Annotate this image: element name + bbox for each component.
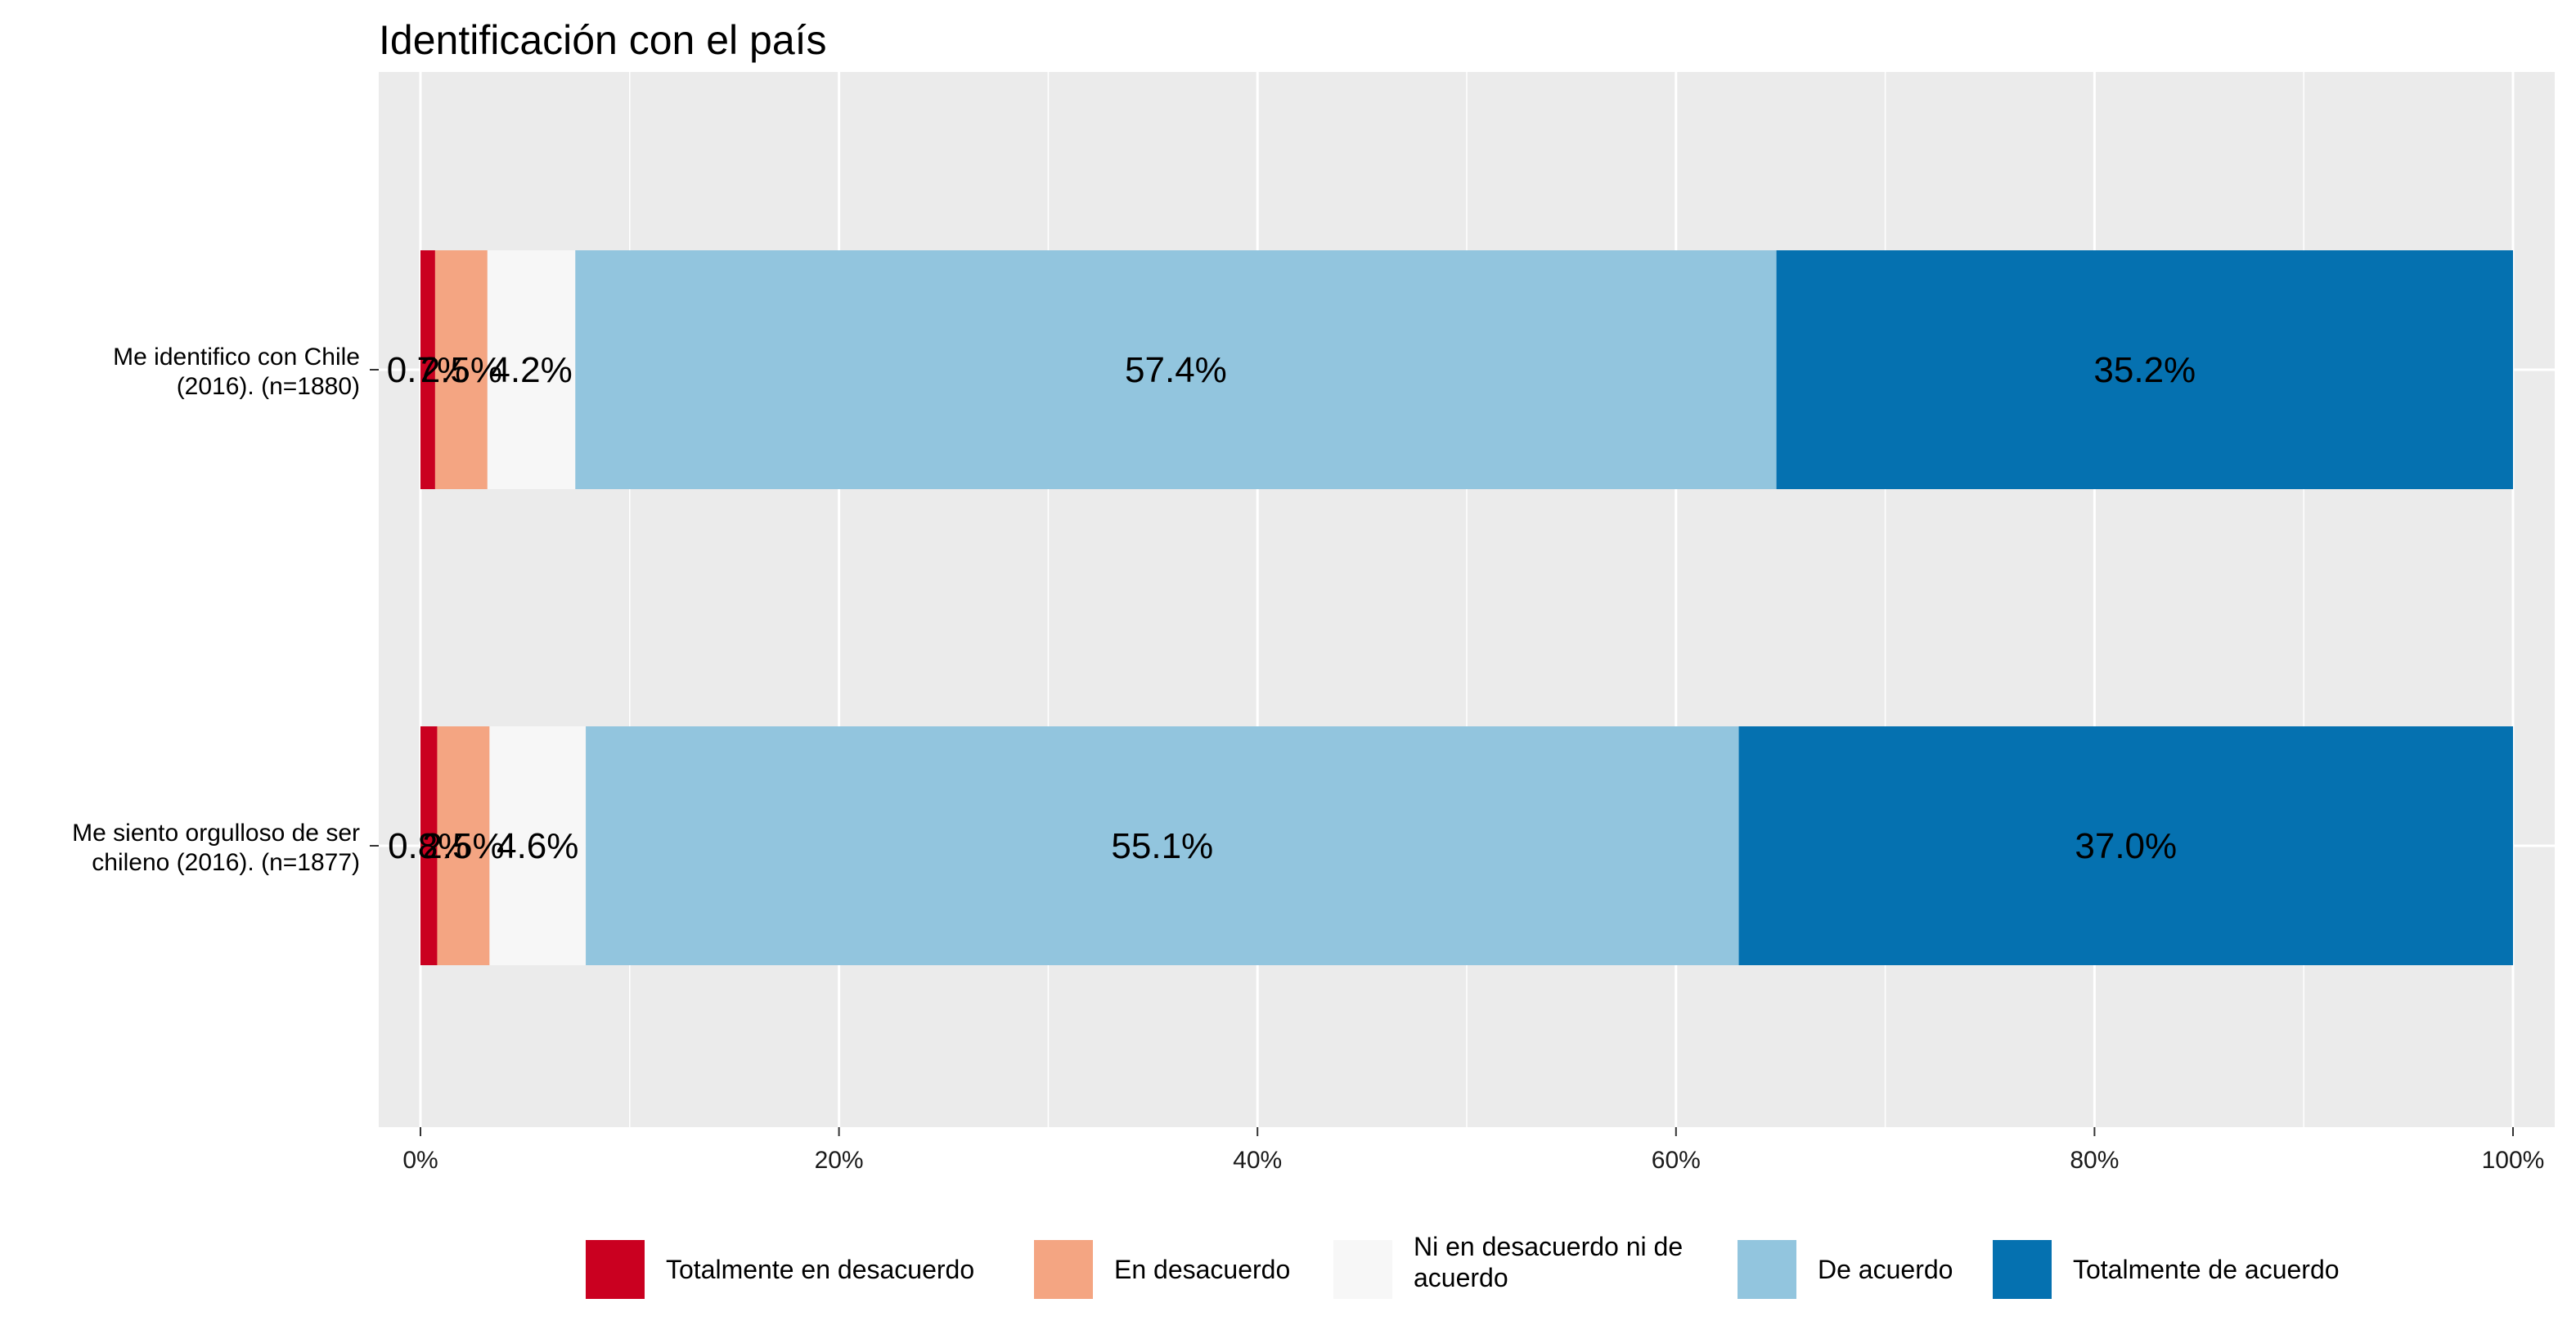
- legend-label: acuerdo: [1414, 1263, 1508, 1292]
- legend-label: Totalmente de acuerdo: [2073, 1255, 2340, 1284]
- category-label: chileno (2016). (n=1877): [92, 849, 360, 876]
- bar-segment: [489, 726, 587, 965]
- data-label: 55.1%: [1111, 826, 1213, 866]
- data-label: 0.7%: [387, 350, 469, 390]
- x-tick-label: 100%: [2482, 1147, 2545, 1174]
- legend-label: En desacuerdo: [1114, 1255, 1290, 1284]
- data-label: 35.2%: [2093, 350, 2196, 390]
- category-label: Me identifico con Chile: [113, 344, 360, 371]
- x-tick-label: 40%: [1233, 1147, 1282, 1174]
- data-label: 4.6%: [497, 826, 578, 866]
- data-label: 0.8%: [388, 826, 470, 866]
- bar-segment: [586, 726, 1739, 965]
- legend-label: De acuerdo: [1818, 1255, 1953, 1284]
- category-label: (2016). (n=1880): [177, 373, 360, 400]
- legend-key: [1993, 1240, 2052, 1299]
- data-labels: 0.7%2.5%4.2% 57.4% 35.2%0.8%2.5%4.6% 55.1% 3…: [387, 350, 2196, 866]
- bar-segment: [434, 250, 488, 489]
- bar-segment: [1776, 250, 2513, 489]
- x-tick-label: 0%: [402, 1147, 438, 1174]
- y-axis: Me identifico con Chile(2016). (n=1880) M…: [72, 344, 379, 876]
- data-label: 4.2%: [490, 350, 572, 390]
- data-label: 2.5%: [422, 826, 504, 866]
- bar-segment: [420, 726, 438, 965]
- bar-segment: [1738, 726, 2513, 965]
- data-label: 57.4%: [1125, 350, 1227, 390]
- legend-key: [1333, 1240, 1392, 1299]
- bar-segment: [437, 726, 490, 965]
- legend: Totalmente en desacuerdo En desacuerdo Ni …: [586, 1232, 2340, 1299]
- bar-segment: [420, 250, 435, 489]
- data-label: 37.0%: [2075, 826, 2177, 866]
- bars: [420, 250, 2513, 965]
- bar-segment: [487, 250, 576, 489]
- legend-label: Totalmente en desacuerdo: [666, 1255, 974, 1284]
- legend-key: [1034, 1240, 1093, 1299]
- x-tick-label: 60%: [1652, 1147, 1701, 1174]
- x-tick-label: 80%: [2070, 1147, 2119, 1174]
- chart-title: Identificación con el país: [379, 17, 827, 63]
- legend-key: [1738, 1240, 1796, 1299]
- category-label: Me siento orgulloso de ser: [72, 820, 360, 847]
- x-tick-label: 20%: [815, 1147, 864, 1174]
- x-axis: 0% 20% 40% 60% 80% 100%: [402, 1127, 2544, 1174]
- bar-segment: [575, 250, 1777, 489]
- data-label: 2.5%: [420, 350, 502, 390]
- legend-key: [586, 1240, 645, 1299]
- legend-label: Ni en desacuerdo ni de: [1414, 1232, 1683, 1261]
